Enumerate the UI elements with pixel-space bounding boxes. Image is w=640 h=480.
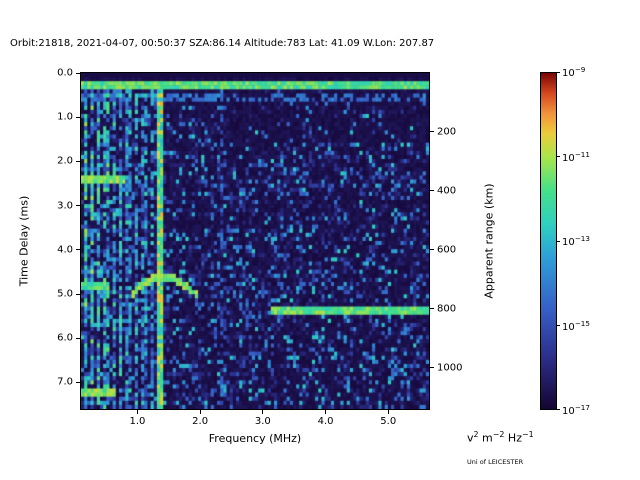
y-tick-mark [76, 337, 80, 339]
y-tick-mark [76, 116, 80, 118]
colorbar-tick-mark [557, 240, 560, 242]
plot-title: Orbit:21818, 2021-04-07, 00:50:37 SZA:86… [10, 38, 435, 49]
x-tick-mark [136, 410, 138, 414]
y-tick-mark [76, 205, 80, 207]
colorbar-tick-label: 10−17 [562, 402, 590, 418]
y-tick-label: 4.0 [57, 244, 73, 256]
x-tick-label: 5.0 [380, 416, 397, 427]
colorbar-tick-mark [557, 325, 560, 326]
y-tick-mark [76, 249, 80, 251]
y-tick-label: 1.0 [57, 111, 73, 123]
y-tick-mark [76, 381, 80, 383]
range-tick-label: 600 [437, 244, 457, 256]
y-tick-label: 2.0 [57, 155, 73, 167]
y-tick-mark [76, 293, 80, 295]
y-tick-mark [76, 160, 80, 162]
colorbar-tick-label: 10−9 [562, 64, 586, 80]
y-tick-label: 6.0 [57, 332, 73, 344]
y-tick-label: 5.0 [57, 288, 73, 300]
y-tick-label: 3.0 [57, 200, 73, 212]
colorbar-tick-mark [557, 156, 560, 157]
x-tick-mark [262, 410, 264, 414]
range-tick-label: 1000 [437, 362, 463, 374]
colorbar-tick-mark [557, 408, 560, 410]
colorbar-units-label: v2 m−2 Hz−1 [467, 430, 534, 445]
y-axis-label: Time Delay (ms) [17, 195, 31, 287]
colorbar [540, 72, 557, 410]
range-tick-mark [430, 308, 434, 310]
range-tick-label: 400 [437, 185, 457, 197]
colorbar-tick-label: 10−11 [562, 149, 590, 164]
x-tick-mark [387, 410, 389, 414]
x-tick-label: 1.0 [129, 416, 146, 427]
right-axis-label: Apparent range (km) [482, 183, 496, 299]
heatmap-plot-area [80, 72, 430, 410]
x-tick-label: 2.0 [192, 416, 209, 427]
colorbar-tick-mark [557, 71, 560, 73]
colorbar-tick-label: 10−13 [562, 233, 590, 249]
x-tick-label: 4.0 [317, 416, 334, 427]
range-tick-label: 800 [437, 303, 457, 315]
y-tick-mark [76, 72, 80, 74]
credit-text: Uni of LEICESTER [467, 458, 524, 466]
x-tick-mark [199, 410, 201, 414]
range-tick-mark [430, 367, 434, 369]
range-tick-label: 200 [437, 126, 457, 138]
range-tick-mark [430, 190, 434, 192]
range-tick-mark [430, 249, 434, 251]
x-tick-label: 3.0 [254, 416, 271, 427]
y-tick-label: 0.0 [57, 67, 73, 79]
ionogram-heatmap-canvas [81, 73, 429, 409]
range-tick-mark [430, 131, 434, 133]
colorbar-tick-label: 10−15 [562, 318, 590, 333]
y-tick-label: 7.0 [57, 376, 73, 388]
x-axis-label: Frequency (MHz) [208, 432, 302, 445]
x-tick-mark [325, 410, 327, 414]
